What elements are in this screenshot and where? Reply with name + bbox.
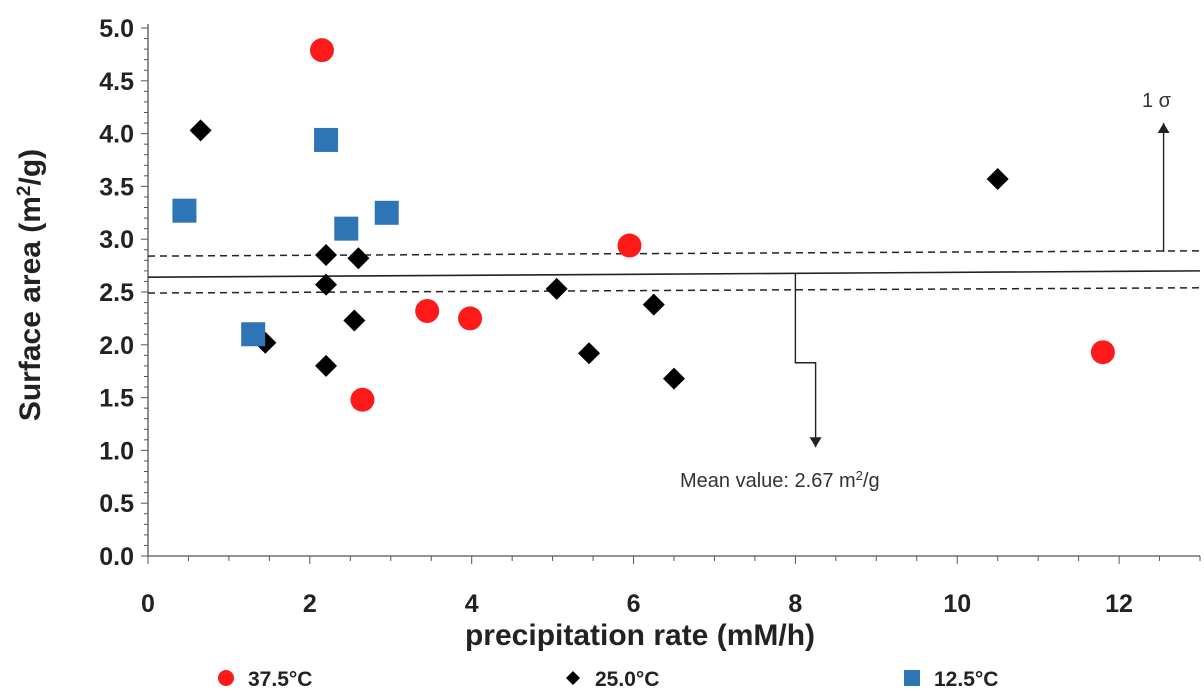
data-point-diamond (986, 168, 1009, 191)
mean-arrow-head (809, 437, 822, 448)
data-point-square (172, 198, 197, 223)
legend-marker-circle (218, 670, 234, 686)
legend-marker-square (904, 670, 920, 686)
data-point-circle (617, 233, 642, 258)
data-point-square (334, 216, 359, 241)
y-tick-label: 3.5 (99, 173, 134, 201)
y-tick-label: 4.0 (99, 121, 134, 149)
x-tick-label: 2 (303, 590, 317, 618)
mean-value-label: Mean value: 2.67 m2/g (680, 468, 880, 493)
y-axis-title: Surface area (m2/g) (14, 149, 48, 421)
y-tick-label: 0.0 (99, 543, 134, 571)
legend-item: 25.0°C (566, 668, 659, 691)
data-point-diamond (578, 342, 601, 365)
legend: 37.5°C 25.0°C 12.5°C (218, 668, 998, 691)
y-tick-label: 3.0 (99, 226, 134, 254)
y-tick-label: 1.0 (99, 437, 134, 465)
sigma-label: 1 σ (1142, 90, 1172, 112)
legend-marker-diamond (566, 671, 580, 685)
data-point-diamond (315, 244, 338, 267)
axes: 0.0 0.5 1.0 1.5 2.0 2.5 3.0 3.5 4.0 4.5 5.0 0 2 4 6 8 10… (99, 15, 1201, 618)
x-axis-title: precipitation rate (mM/h) (465, 619, 815, 652)
y-tick-label: 4.5 (99, 68, 134, 96)
y-tick-label: 2.5 (99, 279, 134, 307)
y-tick-label: 2.0 (99, 332, 134, 360)
lower-sigma-line (147, 287, 1201, 294)
mean-arrow-line (794, 272, 817, 448)
mean-line (147, 270, 1201, 279)
reference-lines (147, 250, 1201, 294)
x-tick-label: 8 (788, 590, 802, 618)
upper-sigma-line (147, 250, 1201, 257)
legend-label: 25.0°C (595, 668, 659, 691)
data-point-diamond (347, 247, 370, 270)
data-point-diamond (315, 273, 338, 296)
data-point-diamond (663, 367, 685, 390)
data-point-square (374, 200, 399, 225)
data-point-square (314, 127, 339, 152)
x-tick-label: 4 (465, 590, 479, 618)
legend-label: 12.5°C (934, 668, 998, 691)
data-point-diamond (545, 277, 568, 300)
data-point-circle (309, 38, 334, 63)
y-tick-label: 5.0 (99, 15, 134, 43)
data-point-circle (458, 306, 483, 331)
data-point-circle (350, 387, 375, 412)
data-point-circle (415, 299, 440, 324)
data-point-diamond (315, 354, 338, 377)
data-point-diamond (189, 119, 212, 142)
data-point-square (241, 322, 266, 347)
annotations (794, 123, 1170, 448)
data-points (172, 38, 1115, 412)
legend-item: 37.5°C (218, 668, 312, 691)
x-tick-label: 0 (141, 590, 155, 618)
x-tick-label: 10 (943, 590, 971, 618)
y-tick-label: 0.5 (99, 490, 134, 518)
data-point-diamond (343, 309, 366, 332)
legend-label: 37.5°C (248, 668, 312, 691)
data-point-circle (1090, 340, 1115, 365)
sigma-arrow-head (1157, 123, 1170, 134)
y-tick-label: 1.5 (99, 385, 134, 413)
legend-item: 12.5°C (904, 668, 998, 691)
x-tick-label: 12 (1105, 590, 1133, 618)
data-point-diamond (642, 293, 665, 316)
x-tick-label: 6 (627, 590, 641, 618)
